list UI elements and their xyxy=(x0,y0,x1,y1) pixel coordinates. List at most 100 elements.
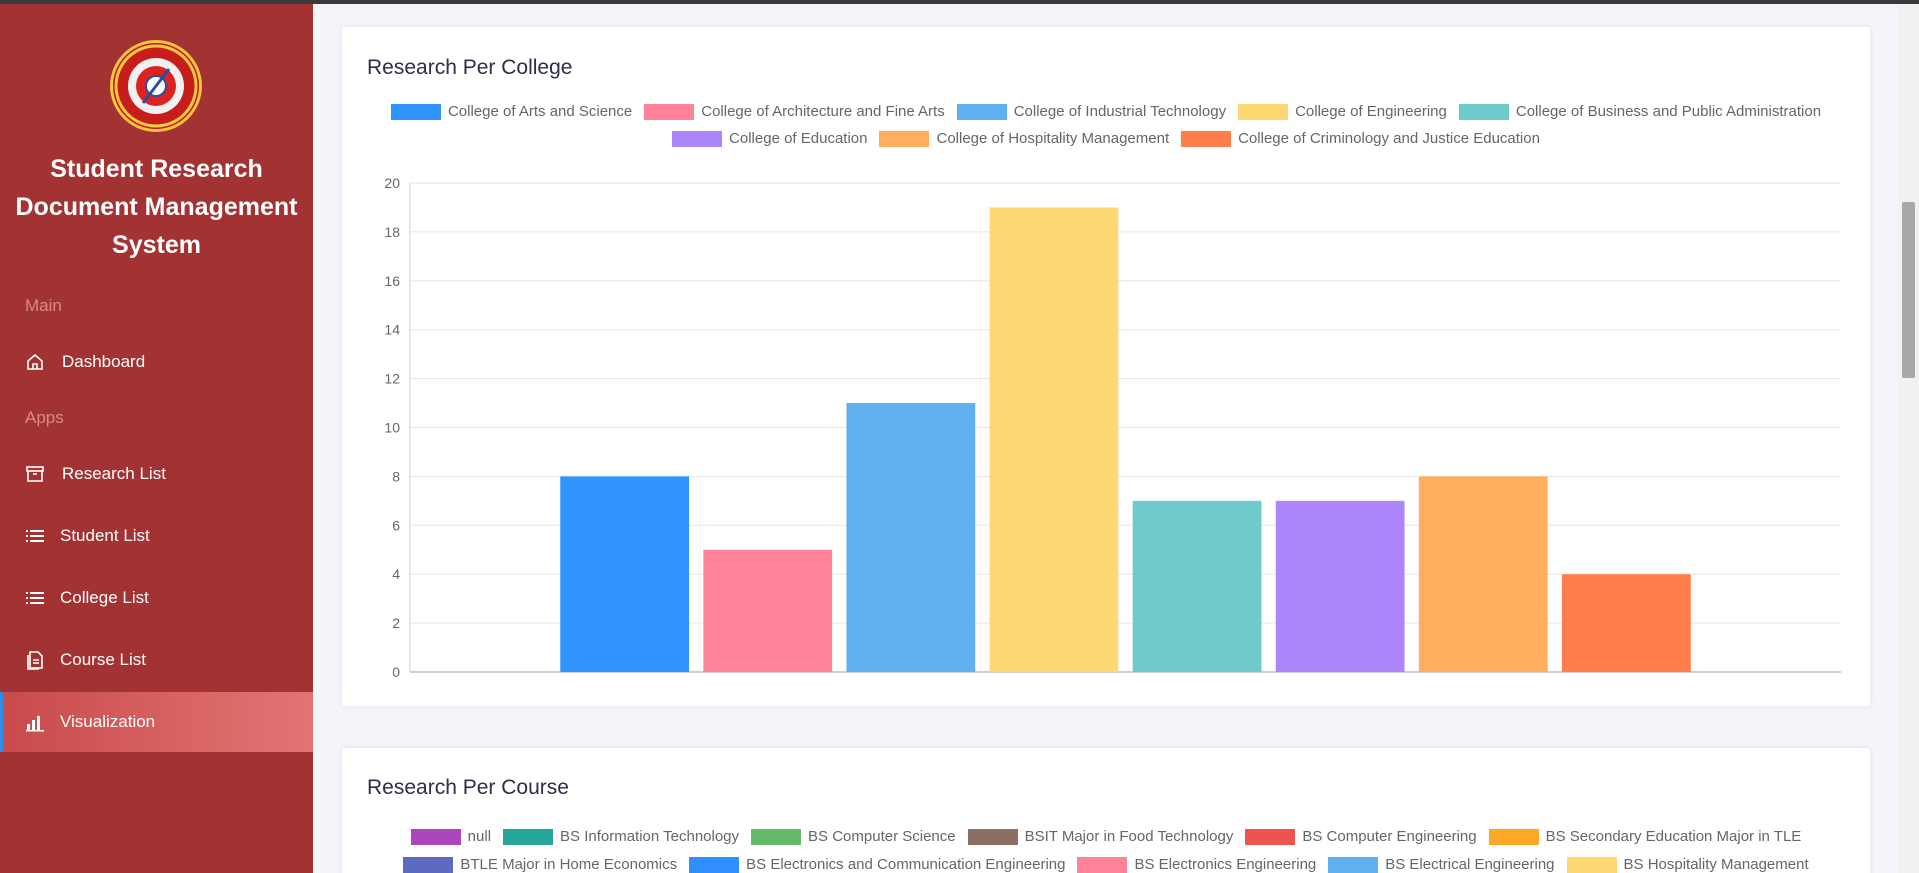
scrollbar-thumb[interactable] xyxy=(1902,202,1915,378)
legend-item[interactable]: College of Criminology and Justice Educa… xyxy=(1181,130,1540,147)
legend-item[interactable]: College of Arts and Science xyxy=(390,103,633,120)
home-icon xyxy=(24,351,46,373)
y-tick-label: 8 xyxy=(392,468,400,484)
bar[interactable] xyxy=(1132,500,1262,672)
bar[interactable] xyxy=(560,476,690,672)
chart-legend: BTLE Major in Home Economics BS Electroni… xyxy=(342,856,1870,873)
legend-swatch xyxy=(751,828,802,845)
y-tick-label: 12 xyxy=(384,371,400,387)
legend-item[interactable]: BS Information Technology xyxy=(503,828,739,845)
document-icon xyxy=(24,649,46,671)
legend-swatch xyxy=(390,103,441,120)
sidebar-item-research-list[interactable]: Research List xyxy=(0,444,313,504)
legend-swatch xyxy=(1566,856,1617,873)
legend-label: College of Industrial Technology xyxy=(1013,103,1227,120)
legend-swatch xyxy=(503,828,554,845)
chart-legend: College of Education College of Hospitali… xyxy=(342,130,1870,147)
sidebar: Student Research Document Management Sys… xyxy=(0,4,313,873)
legend-swatch xyxy=(1238,103,1289,120)
legend-swatch xyxy=(1181,130,1232,147)
window-top-bar xyxy=(0,0,1919,4)
legend-label: BSIT Major in Food Technology xyxy=(1024,828,1234,845)
sidebar-item-college-list[interactable]: College List xyxy=(0,568,313,628)
legend-label: BS Electronics Engineering xyxy=(1134,856,1317,873)
page-scrollbar[interactable] xyxy=(1898,4,1919,873)
legend-item[interactable]: College of Business and Public Administr… xyxy=(1458,103,1822,120)
legend-label: College of Business and Public Administr… xyxy=(1515,103,1822,120)
legend-label: BS Computer Science xyxy=(808,828,956,845)
legend-item[interactable]: BS Computer Science xyxy=(751,828,956,845)
legend-swatch xyxy=(644,103,695,120)
bar[interactable] xyxy=(846,403,976,672)
bar-chart-icon xyxy=(24,711,46,733)
legend-label: College of Criminology and Justice Educa… xyxy=(1238,130,1540,147)
legend-label: BS Electrical Engineering xyxy=(1385,856,1555,873)
legend-item[interactable]: BS Electronics and Communication Enginee… xyxy=(689,856,1065,873)
y-tick-label: 10 xyxy=(384,420,400,436)
legend-swatch xyxy=(672,130,723,147)
y-tick-label: 16 xyxy=(384,273,400,289)
legend-swatch xyxy=(689,856,740,873)
y-tick-label: 18 xyxy=(384,224,400,240)
legend-label: College of Hospitality Management xyxy=(936,130,1170,147)
sidebar-item-course-list[interactable]: Course List xyxy=(0,630,313,690)
y-tick-label: 2 xyxy=(392,615,400,631)
bar[interactable] xyxy=(703,549,833,672)
chart-legend: null BS Information Technology BS Computer… xyxy=(342,828,1870,845)
legend-item[interactable]: BS Secondary Education Major in TLE xyxy=(1488,828,1802,845)
legend-item[interactable]: College of Architecture and Fine Arts xyxy=(644,103,945,120)
legend-item[interactable]: College of Industrial Technology xyxy=(956,103,1227,120)
legend-item[interactable]: BS Electrical Engineering xyxy=(1328,856,1555,873)
legend-item[interactable]: College of Hospitality Management xyxy=(879,130,1169,147)
legend-swatch xyxy=(403,856,454,873)
legend-swatch xyxy=(967,828,1018,845)
legend-item[interactable]: BS Hospitality Management xyxy=(1566,856,1809,873)
legend-label: BS Information Technology xyxy=(560,828,740,845)
section-label-apps: Apps xyxy=(25,408,64,427)
bar[interactable] xyxy=(1275,500,1405,672)
legend-item[interactable]: College of Education xyxy=(672,130,867,147)
legend-item[interactable]: BSIT Major in Food Technology xyxy=(967,828,1234,845)
sidebar-item-student-list[interactable]: Student List xyxy=(0,506,313,566)
sidebar-item-label: Research List xyxy=(62,464,166,483)
sidebar-item-label: College List xyxy=(60,588,149,607)
university-seal-logo xyxy=(110,40,202,132)
legend-label: BS Hospitality Management xyxy=(1623,856,1809,873)
archive-icon xyxy=(24,463,46,485)
legend-swatch xyxy=(410,828,461,845)
research-per-college-card: Research Per College College of Arts and… xyxy=(341,26,1871,707)
research-per-college-chart: 0 2 4 6 8 10 12 14 16 18 20 xyxy=(384,175,1841,680)
y-tick-label: 4 xyxy=(392,566,400,582)
legend-label: College of Arts and Science xyxy=(447,103,633,120)
legend-item[interactable]: null xyxy=(410,828,492,845)
legend-item[interactable]: BS Computer Engineering xyxy=(1245,828,1477,845)
legend-label: BTLE Major in Home Economics xyxy=(460,856,678,873)
legend-item[interactable]: BS Electronics Engineering xyxy=(1077,856,1316,873)
app-title: Student Research Document Management Sys… xyxy=(15,155,298,259)
chart-legend: College of Arts and Science College of Ar… xyxy=(342,103,1870,120)
legend-swatch xyxy=(956,103,1007,120)
bar[interactable] xyxy=(1418,476,1548,672)
legend-swatch xyxy=(1488,828,1539,845)
research-per-course-card: Research Per Course null BS Information T… xyxy=(341,747,1871,873)
bar[interactable] xyxy=(989,207,1119,672)
legend-label: BS Electronics and Communication Enginee… xyxy=(746,856,1066,873)
y-tick-label: 6 xyxy=(392,517,400,533)
list-icon xyxy=(24,587,46,609)
legend-label: BS Secondary Education Major in TLE xyxy=(1545,828,1802,845)
legend-swatch xyxy=(1245,828,1296,845)
legend-label: College of Architecture and Fine Arts xyxy=(701,103,945,120)
sidebar-item-visualization[interactable]: Visualization xyxy=(0,692,313,752)
sidebar-item-label: Course List xyxy=(60,650,146,669)
legend-label: College of Education xyxy=(729,130,868,147)
legend-item[interactable]: BTLE Major in Home Economics xyxy=(403,856,677,873)
card-title: Research Per Course xyxy=(367,776,569,799)
legend-label: College of Engineering xyxy=(1295,103,1447,120)
card-title: Research Per College xyxy=(367,56,573,79)
legend-swatch xyxy=(1458,103,1509,120)
bar[interactable] xyxy=(1561,574,1691,672)
sidebar-item-dashboard[interactable]: Dashboard xyxy=(0,332,313,392)
legend-label: null xyxy=(467,828,492,845)
legend-item[interactable]: College of Engineering xyxy=(1238,103,1447,120)
legend-swatch xyxy=(1077,856,1128,873)
